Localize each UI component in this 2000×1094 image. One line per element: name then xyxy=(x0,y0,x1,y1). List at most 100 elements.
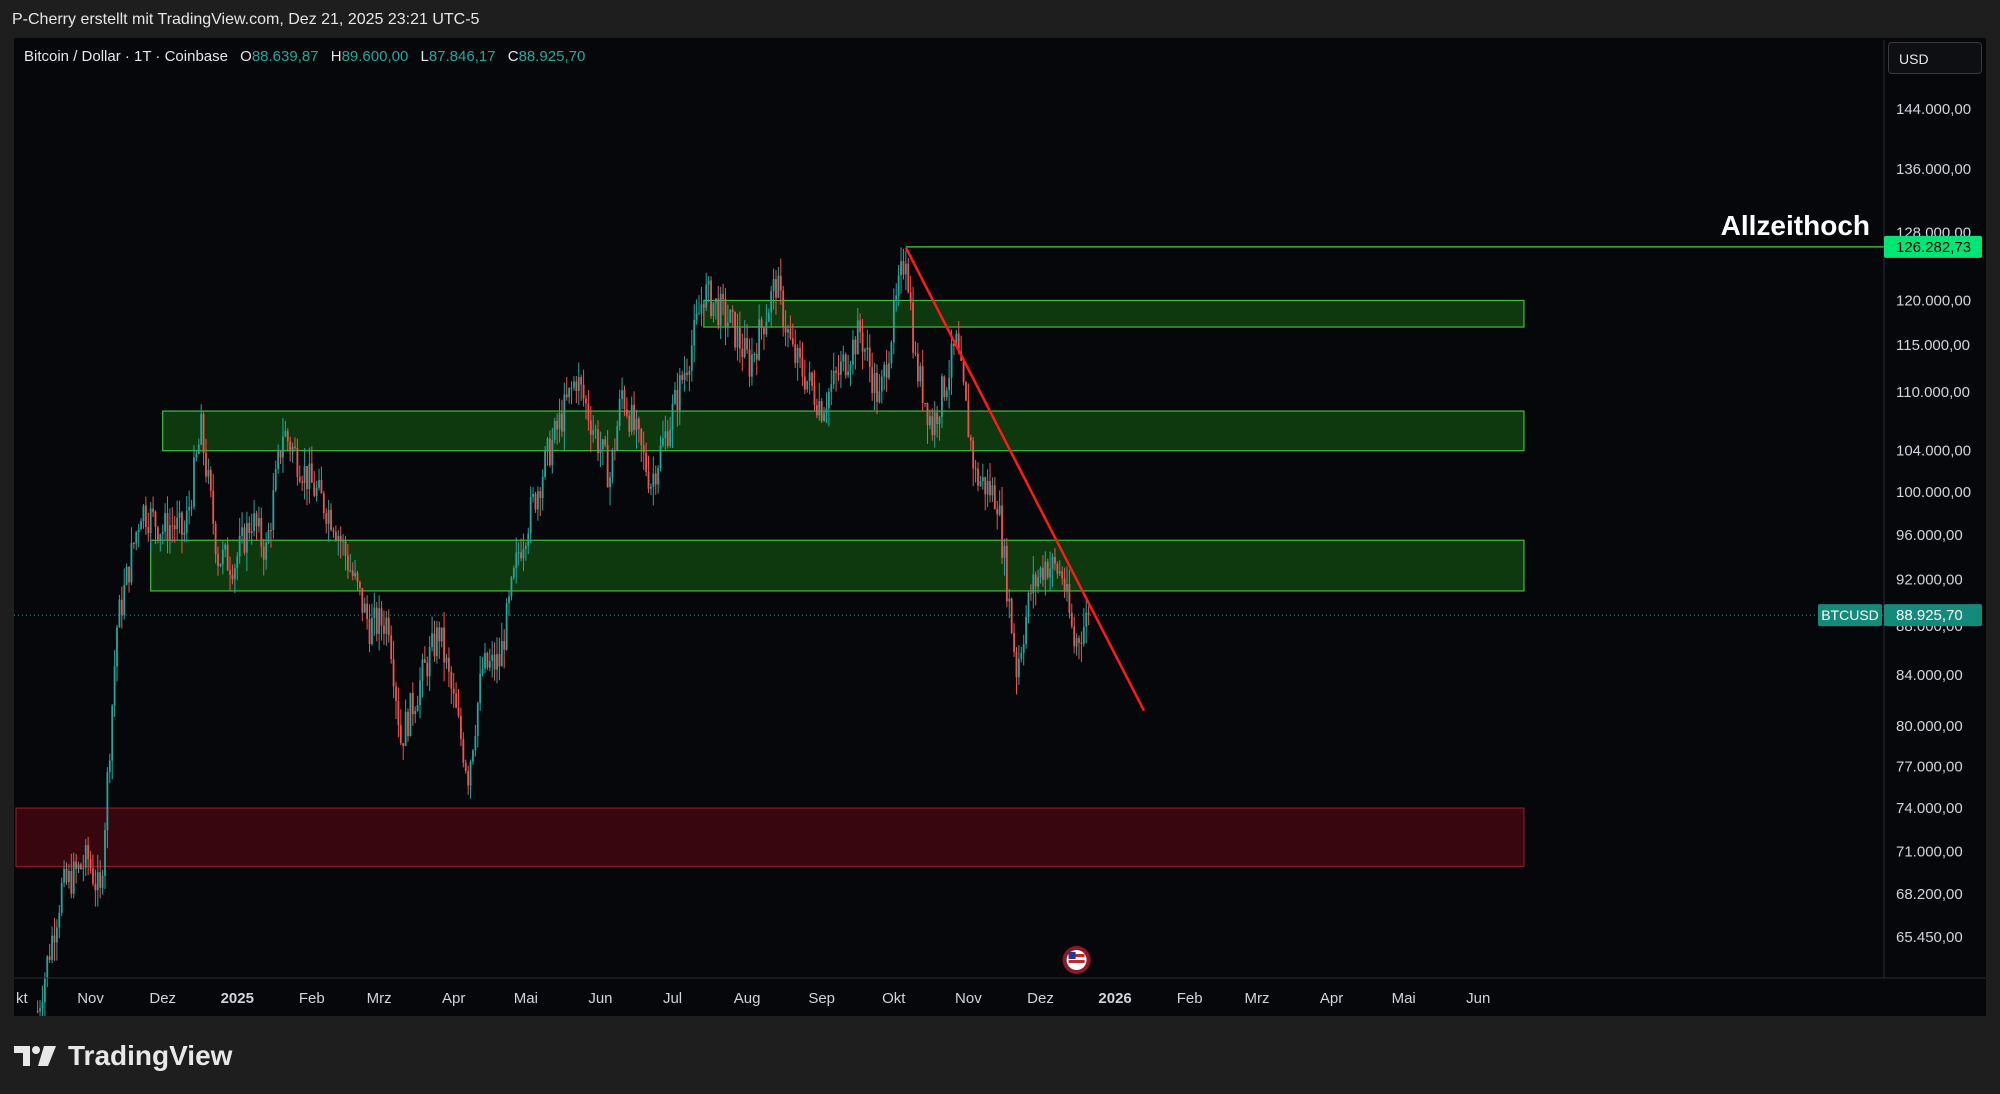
candle-body xyxy=(284,431,287,437)
candle-body xyxy=(467,770,470,786)
candle-body xyxy=(147,527,150,534)
candle-body xyxy=(409,692,412,737)
candle-body xyxy=(650,486,652,489)
candle-body xyxy=(41,1002,44,1009)
candle-body xyxy=(197,444,200,454)
candle-body xyxy=(445,657,448,663)
candle-body xyxy=(871,367,874,394)
candle-body xyxy=(411,692,414,715)
candle-body xyxy=(262,546,265,560)
candle-body xyxy=(695,313,698,321)
candle-body xyxy=(671,403,674,430)
candle-body xyxy=(712,302,715,317)
candle-body xyxy=(253,513,255,532)
candle-body xyxy=(68,870,70,882)
last-price-badge xyxy=(1884,604,1982,627)
candle-body xyxy=(144,505,147,528)
candle-body xyxy=(803,376,806,390)
symbol-legend[interactable]: Bitcoin / Dollar · 1T · Coinbase O88.639… xyxy=(24,48,585,65)
candle-body xyxy=(233,568,236,580)
ath-price-label: 126.282,73 xyxy=(1896,239,1971,256)
candle-body xyxy=(111,705,114,761)
candle-body xyxy=(89,859,92,869)
candle-body xyxy=(286,431,289,442)
candle-body xyxy=(532,493,534,497)
candle-body xyxy=(900,261,902,276)
candle-body xyxy=(652,473,655,487)
candle-body xyxy=(989,481,991,496)
candle-body xyxy=(876,372,878,402)
candle-body xyxy=(782,290,785,327)
candle-body xyxy=(842,354,845,362)
candle-body xyxy=(645,452,648,473)
candle-body xyxy=(984,477,987,495)
candle-body xyxy=(1082,626,1085,644)
candle-body xyxy=(1085,612,1088,627)
candle-body xyxy=(746,337,749,350)
time-tick-label-1: Nov xyxy=(77,990,104,1007)
candle-body xyxy=(553,420,556,440)
candle-body xyxy=(1078,638,1080,643)
candle-body xyxy=(664,431,667,439)
candle-body xyxy=(200,413,203,445)
candle-body xyxy=(361,588,364,613)
candle-body xyxy=(231,574,234,580)
candle-body xyxy=(621,390,623,399)
candle-body xyxy=(669,429,672,446)
candle-body xyxy=(938,417,941,424)
candle-body xyxy=(248,522,251,534)
attribution-text: P-Cherry erstellt mit TradingView.com, D… xyxy=(12,11,480,28)
candle-body xyxy=(1066,584,1068,592)
candle-body xyxy=(748,349,751,377)
candle-body xyxy=(710,280,712,317)
ath-annotation: Allzeithoch xyxy=(1721,210,1870,241)
time-tick-label-12: Okt xyxy=(882,990,906,1007)
candle-body xyxy=(344,540,347,556)
candle-body xyxy=(536,491,539,510)
candle-body xyxy=(517,552,520,554)
candle-body xyxy=(354,572,357,577)
candle-body xyxy=(1017,658,1020,678)
candle-body xyxy=(82,867,85,870)
footer-bar xyxy=(0,1016,2000,1094)
candle-body xyxy=(647,472,650,489)
candle-body xyxy=(171,525,174,527)
candle-body xyxy=(120,599,123,616)
attribution-bar: P-Cherry erstellt mit TradingView.com, D… xyxy=(0,0,2000,40)
candle-body xyxy=(99,872,102,888)
candle-body xyxy=(957,333,960,352)
tradingview-logo[interactable]: TradingView xyxy=(14,1040,232,1072)
candle-body xyxy=(185,510,188,533)
candle-body xyxy=(1070,612,1073,627)
time-tick-label-11: Sep xyxy=(808,990,835,1007)
candle-body xyxy=(601,439,604,450)
flag-canton xyxy=(1068,952,1076,959)
candle-body xyxy=(729,309,732,323)
candle-body xyxy=(116,627,118,667)
candle-body xyxy=(77,864,80,869)
candle-body xyxy=(229,570,231,575)
candle-body xyxy=(72,861,75,894)
currency-selector[interactable]: USD xyxy=(1888,42,1982,74)
candle-body xyxy=(70,870,73,894)
candle-body xyxy=(217,554,219,567)
candle-body xyxy=(813,385,816,406)
candle-body xyxy=(544,450,546,477)
candle-body xyxy=(55,927,58,943)
candle-body xyxy=(500,641,503,667)
candle-body xyxy=(373,607,376,619)
time-tick-label-6: Apr xyxy=(442,990,465,1007)
candle-body xyxy=(118,599,121,628)
candle-body xyxy=(178,512,181,518)
candle-body xyxy=(1049,568,1052,578)
price-tick-label-0: 144.000,00 xyxy=(1896,101,1971,118)
candle-body xyxy=(260,518,263,547)
candle-body xyxy=(181,512,183,535)
candle-body xyxy=(527,533,530,546)
candle-body xyxy=(974,468,977,470)
last-price-label: 88.925,70 xyxy=(1896,607,1963,624)
candle-body xyxy=(291,446,294,452)
candle-body xyxy=(827,391,830,409)
candle-body xyxy=(630,404,633,432)
